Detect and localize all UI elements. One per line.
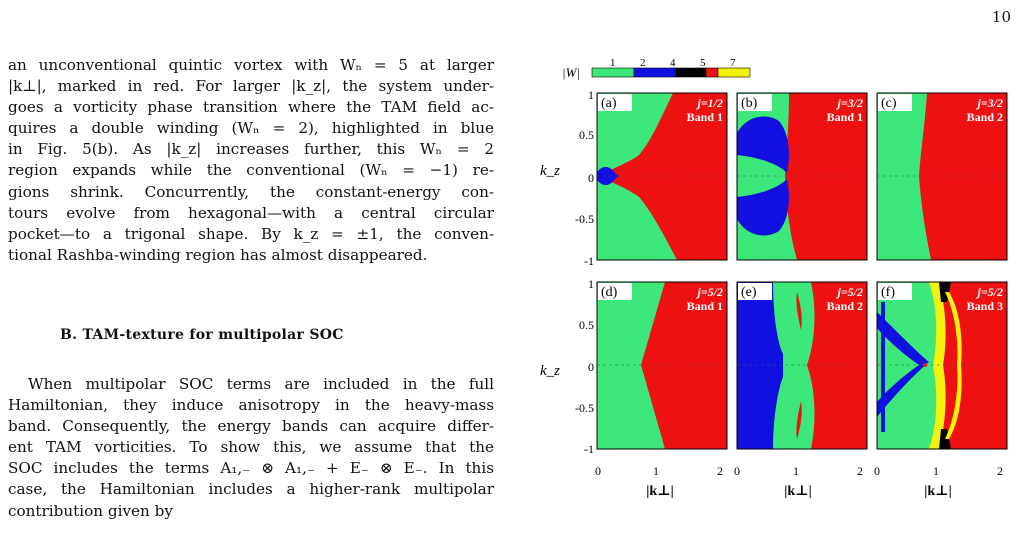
panel-a: (a) j=1/2 Band 1 (596, 92, 728, 261)
panel-band-label: Band 1 (827, 110, 863, 124)
text-line: quires a double winding (Wₙ = 2), highli… (8, 119, 494, 138)
text-line: SOC includes the terms A₁,₋ ⊗ A₁,₋ + E₋ … (8, 459, 494, 478)
x-axis-label: |k⊥| (924, 484, 951, 499)
text-line: band. Consequently, the energy bands can… (8, 417, 494, 436)
x-tick-label: 2 (717, 464, 723, 478)
panel-j-label: j=3/2 (835, 96, 863, 110)
panel-tag: (f) (881, 285, 895, 300)
colorbar-swatch-2 (633, 67, 677, 78)
colorbar-tick: 2 (640, 57, 646, 69)
colorbar-tick: 5 (700, 57, 706, 69)
colorbar-tick: 1 (610, 57, 616, 69)
colorbar: |W| 1 2 4 5 7 (562, 57, 751, 80)
y-tick-label: -1 (584, 442, 594, 456)
colorbar-swatch-5 (705, 67, 719, 78)
text-line: case, the Hamiltonian includes a higher-… (8, 480, 494, 499)
x-tick-label: 2 (997, 464, 1003, 478)
x-tick-label: 2 (857, 464, 863, 478)
text-line: |k⊥|, marked in red. For larger |k_z|, t… (8, 77, 494, 96)
y-tick-label: 0.5 (579, 318, 594, 332)
panel-tag: (e) (741, 285, 757, 300)
panel-tag: (d) (601, 285, 618, 300)
text-line: tional Rashba-winding region has almost … (8, 245, 428, 264)
panel-j-label: j=1/2 (695, 96, 723, 110)
panel-c: (c) j=3/2 Band 2 (876, 92, 1008, 261)
x-tick-label: 0 (734, 464, 740, 478)
x-axis-label: |k⊥| (646, 484, 673, 499)
panel-tag: (a) (601, 96, 617, 111)
x-axis-label: |k⊥| (784, 484, 811, 499)
panel-band-label: Band 1 (687, 299, 723, 313)
panel-d: (d) j=5/2 Band 1 (596, 281, 728, 450)
panel-tag: (b) (741, 96, 758, 111)
panel-j-label: j=5/2 (835, 285, 863, 299)
text-line: Hamiltonian, they induce anisotropy in t… (8, 396, 494, 415)
paragraph-continued: an unconventional quintic vortex with Wₙ… (8, 55, 494, 266)
x-tick-label: 0 (874, 464, 880, 478)
y-tick-label: -1 (584, 254, 594, 268)
paragraph: When multipolar SOC terms are included i… (8, 374, 494, 522)
text-line: pocket—to a trigonal shape. By k_z = ±1,… (8, 224, 494, 243)
panel-tag: (c) (881, 96, 897, 111)
y-tick-label: 0 (588, 360, 594, 374)
y-tick-label: -0.5 (575, 401, 594, 415)
panel-j-label: j=5/2 (695, 285, 723, 299)
text-line: When multipolar SOC terms are included i… (28, 375, 494, 393)
y-tick-label: 0 (588, 171, 594, 185)
panel-band-label: Band 2 (827, 299, 863, 313)
panel-band-label: Band 3 (967, 299, 1003, 313)
y-tick-label: 1 (588, 277, 594, 291)
text-line: goes a vorticity phase transition where … (8, 98, 494, 117)
text-line: region expands while the conventional (W… (8, 161, 494, 180)
panel-band-label: Band 1 (687, 110, 723, 124)
x-tick-label: 1 (653, 464, 659, 478)
colorbar-swatch-1 (591, 67, 635, 78)
panel-e: (e) j=5/2 Band 2 (736, 281, 868, 450)
x-tick-label: 0 (595, 464, 601, 478)
text-line: tours evolve from hexagonal—with a centr… (8, 203, 494, 222)
section-heading: B. TAM-texture for multipolar SOC (60, 327, 344, 343)
text-line: gions shrink. Concurrently, the constant… (8, 182, 494, 201)
y-axis-label: k_z (540, 163, 560, 179)
y-tick-label: -0.5 (575, 212, 594, 226)
panel-f: (f) j=5/2 Band 3 (876, 281, 1008, 450)
text-line: in Fig. 5(b). As |k_z| increases further… (8, 140, 494, 159)
figure-tam-vorticity: |W| 1 2 4 5 7 k_z k_z 1 0.5 0 -0.5 -1 1 … (540, 57, 1008, 499)
text-line: ent TAM vorticities. To show this, we as… (8, 438, 494, 457)
zero-gridlines (597, 175, 1007, 366)
colorbar-swatch-7 (717, 67, 751, 78)
colorbar-label: |W| (562, 65, 580, 80)
x-tick-label: 1 (933, 464, 939, 478)
panel-band-label: Band 2 (967, 110, 1003, 124)
text-line: contribution given by (8, 501, 173, 520)
colorbar-tick: 7 (730, 57, 736, 69)
colorbar-tick: 4 (670, 57, 676, 69)
panel-b: (b) j=3/2 Band 1 (736, 92, 868, 261)
colorbar-swatch-4 (675, 67, 707, 78)
text-line: an unconventional quintic vortex with Wₙ… (8, 56, 494, 74)
y-axis-label: k_z (540, 363, 560, 379)
panel-j-label: j=5/2 (975, 285, 1003, 299)
y-tick-label: 0.5 (579, 128, 594, 142)
y-tick-label: 1 (588, 88, 594, 102)
x-tick-label: 1 (793, 464, 799, 478)
page-number: 10 (991, 8, 1011, 26)
panel-j-label: j=3/2 (975, 96, 1003, 110)
